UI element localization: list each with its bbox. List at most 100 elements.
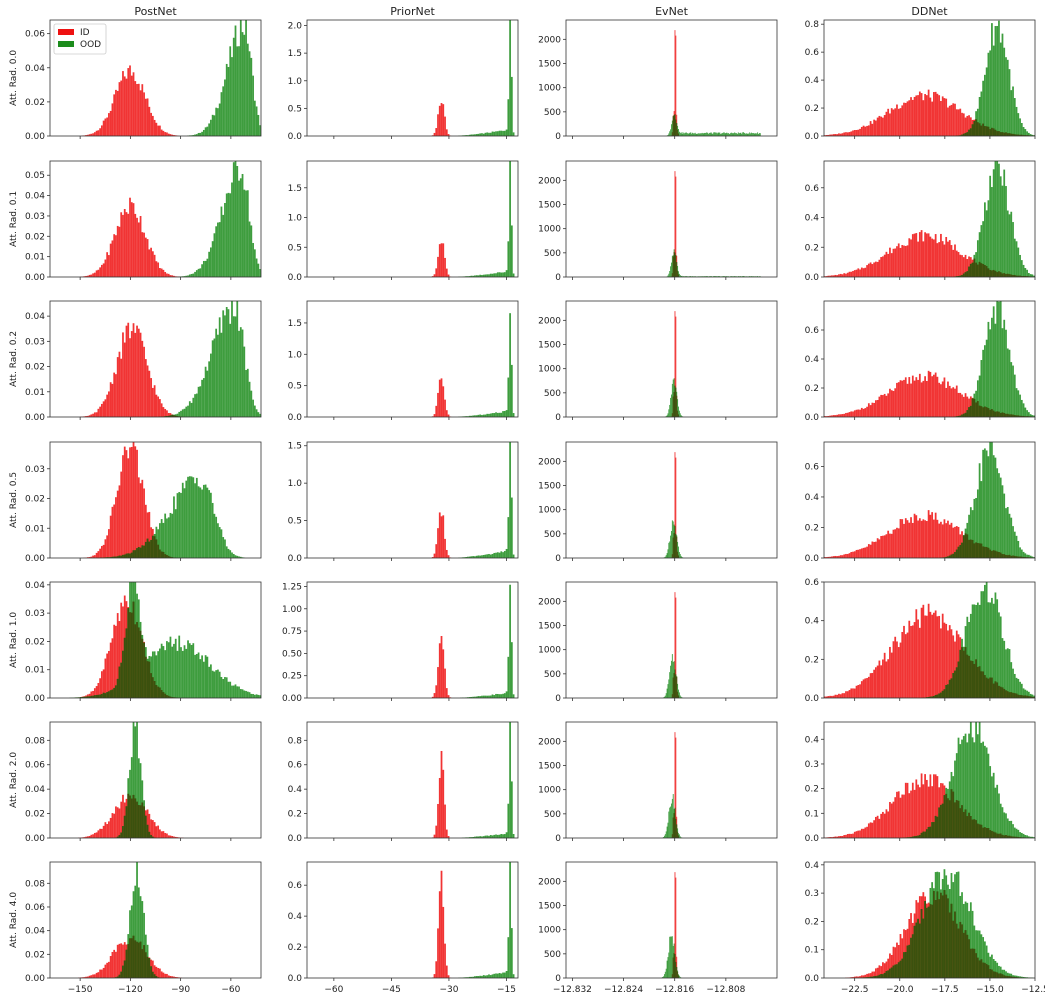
id-bar: [906, 101, 909, 136]
id-bar: [885, 395, 888, 417]
id-bar: [957, 109, 960, 136]
id-bar: [85, 275, 87, 277]
y-tick-label: 1500: [538, 201, 561, 211]
overlap-bar: [100, 694, 103, 698]
y-tick-label: 0.2: [288, 943, 302, 953]
overlap-bar: [994, 832, 997, 838]
ood-bar: [680, 415, 682, 417]
ood-bar: [489, 413, 492, 417]
overlap-bar: [969, 816, 972, 838]
id-bar: [838, 274, 840, 277]
id-bar: [850, 411, 853, 417]
overlap-bar: [1005, 690, 1007, 698]
ood-bar: [224, 79, 226, 136]
id-bar: [904, 245, 907, 277]
id-bar: [90, 834, 93, 838]
id-bar: [85, 135, 87, 136]
overlap-bar: [130, 612, 133, 698]
ood-bar: [1012, 668, 1014, 698]
y-tick-label: 0.06: [25, 903, 45, 913]
id-bar: [445, 268, 448, 277]
overlap-bar: [948, 800, 951, 838]
overlap-bar: [676, 262, 678, 277]
id-bar: [838, 693, 840, 698]
ood-bar: [243, 189, 246, 277]
ood-bar: [681, 556, 683, 558]
ood-bar: [1008, 649, 1011, 698]
overlap-bar: [1006, 413, 1009, 417]
ood-bar: [479, 975, 482, 978]
overlap-bar: [1003, 554, 1006, 558]
ood-bar: [1019, 254, 1021, 277]
overlap-bar: [118, 835, 121, 838]
ood-bar: [201, 264, 203, 277]
ood-bar: [486, 554, 489, 558]
overlap-bar: [1003, 688, 1006, 698]
ood-bar: [503, 693, 506, 698]
id-bar: [95, 552, 98, 558]
panel-r3-c3: 0.00.20.40.6: [805, 441, 1036, 564]
ood-bar: [239, 20, 242, 136]
ood-bar: [1013, 827, 1016, 838]
overlap-bar: [169, 556, 172, 558]
ood-bar: [253, 694, 256, 698]
y-tick-label: 0.6: [805, 184, 820, 194]
ood-bar: [199, 386, 202, 417]
overlap-bar: [897, 962, 900, 978]
overlap-bar: [1015, 836, 1018, 838]
ood-bar: [234, 25, 237, 136]
ood-bar: [195, 270, 198, 277]
id-bar: [948, 524, 951, 558]
overlap-bar: [883, 972, 886, 978]
id-bar: [141, 340, 144, 417]
id-bar: [925, 380, 928, 417]
id-bar: [892, 946, 895, 978]
ood-bar: [255, 258, 258, 277]
overlap-bar: [962, 133, 965, 136]
overlap-bar: [968, 812, 970, 838]
ood-bar: [665, 693, 667, 698]
id-bar: [952, 103, 955, 136]
id-bar: [866, 406, 868, 417]
id-bar: [125, 78, 128, 136]
overlap-bar: [139, 547, 142, 558]
ood-bar: [1013, 98, 1016, 136]
ood-bar: [498, 552, 501, 558]
ood-bar: [1019, 976, 1021, 978]
overlap-bar: [955, 923, 958, 978]
id-bar: [948, 625, 951, 698]
ood-bar: [1019, 832, 1021, 838]
id-bar: [954, 103, 956, 136]
overlap-bar: [153, 536, 156, 558]
ood-bar: [1026, 835, 1028, 838]
ood-bar: [999, 616, 1002, 698]
ood-bar: [989, 766, 992, 838]
ood-bar: [253, 249, 256, 277]
ood-bar: [999, 803, 1002, 838]
ood-bar: [665, 968, 667, 978]
id-bar: [874, 261, 877, 277]
id-bar: [839, 555, 842, 558]
ood-bar: [973, 742, 976, 838]
overlap-bar: [987, 408, 990, 417]
id-bar: [852, 270, 854, 277]
id-bar: [880, 536, 883, 558]
column-title-2: EvNet: [655, 5, 688, 18]
id-bar: [904, 377, 907, 417]
panel-r2-c1: 0.00.51.01.5: [288, 300, 519, 423]
ood-bar: [683, 132, 685, 136]
ood-bar: [664, 834, 666, 838]
overlap-bar: [141, 545, 144, 558]
ood-bar: [210, 492, 212, 558]
id-bar: [845, 132, 847, 136]
overlap-bar: [102, 692, 105, 698]
ood-bar: [1001, 807, 1004, 838]
id-bar: [918, 518, 921, 558]
ood-bar: [217, 108, 219, 136]
id-bar: [890, 108, 893, 136]
ood-bar: [663, 696, 665, 698]
id-bar: [675, 35, 677, 136]
id-bar: [933, 519, 935, 558]
overlap-bar: [673, 115, 675, 136]
